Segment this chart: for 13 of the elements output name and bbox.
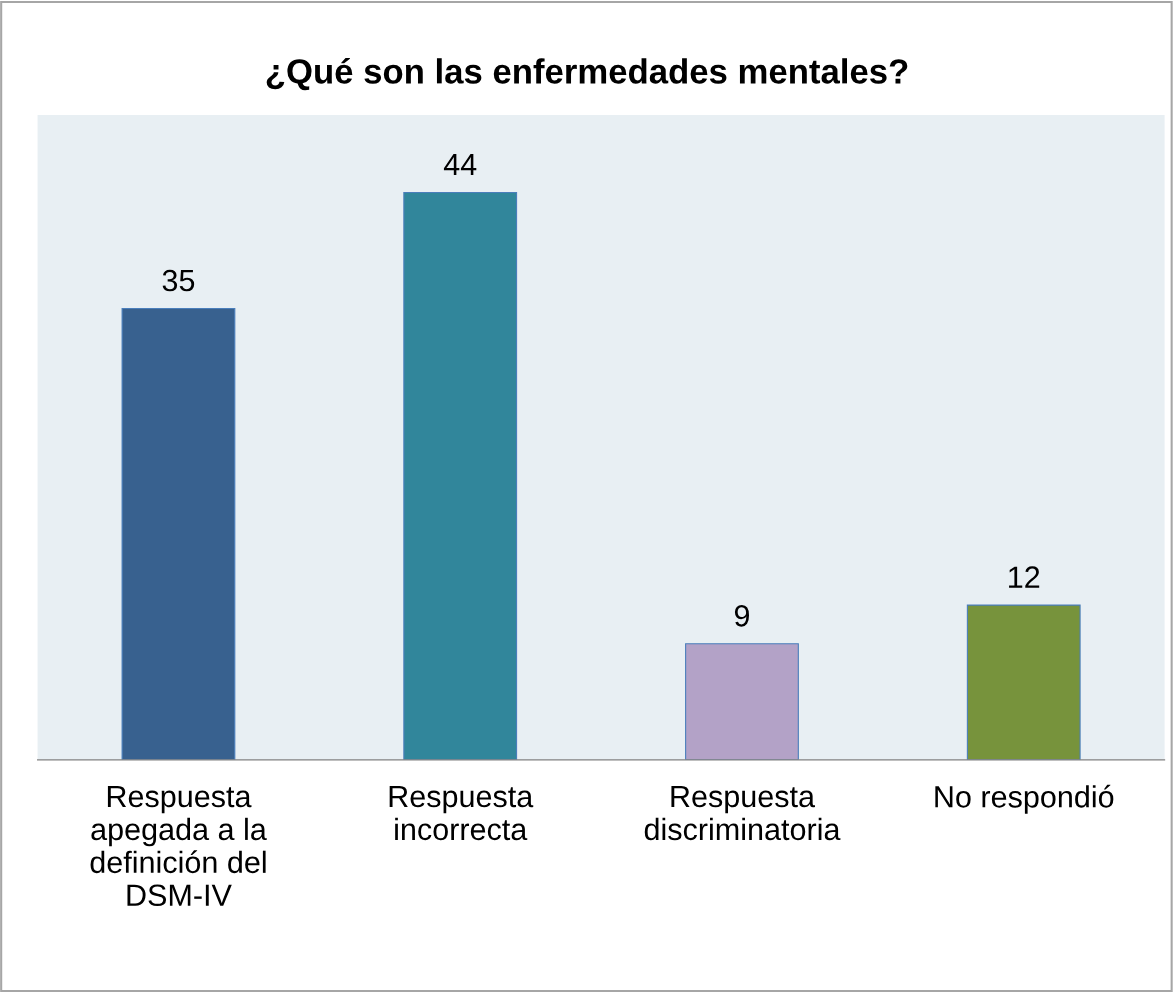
chart-title: ¿Qué son las enfermedades mentales? — [266, 57, 908, 91]
bar — [966, 604, 1081, 760]
bar — [685, 643, 799, 760]
bar — [121, 307, 236, 760]
data-label: 44 — [443, 153, 477, 175]
data-label: 35 — [162, 269, 195, 292]
x-tick-label: Respuesta discriminatoria — [644, 785, 841, 841]
data-label: 12 — [1009, 566, 1040, 588]
bar — [403, 191, 518, 760]
data-label: 9 — [734, 605, 750, 627]
x-tick-label: Respuesta apegada a la definición del DSM-IV — [90, 785, 267, 907]
x-tick-label: No respondió — [935, 784, 1114, 814]
x-tick-label: Respuesta incorrecta — [389, 785, 534, 841]
